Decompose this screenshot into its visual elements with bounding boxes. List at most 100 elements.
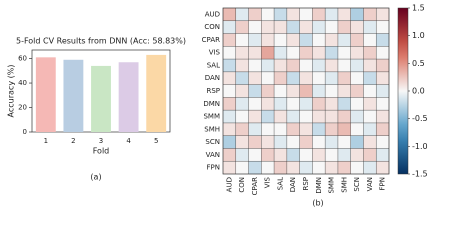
heatmap-cell (286, 59, 300, 73)
caption: (b) (312, 199, 323, 208)
heatmap-cell (223, 122, 236, 136)
heatmap-cell (376, 33, 390, 47)
heatmap-cell (261, 46, 275, 60)
y-axis-label: Accuracy (%) (7, 65, 16, 118)
heatmap-cell (248, 110, 262, 124)
heatmap-cell (299, 110, 313, 124)
heatmap-cell (299, 135, 313, 149)
x-tick-label: 1 (44, 137, 48, 145)
colorbar-tick-label: 1.0 (412, 31, 425, 40)
heatmap-cell (363, 46, 377, 60)
heatmap-cell (299, 71, 313, 85)
heatmap-cell (223, 97, 236, 111)
heatmap-cell (337, 122, 351, 136)
heatmap-cell (248, 46, 262, 60)
heatmap-cell (261, 135, 275, 149)
heatmap-cell (223, 59, 236, 73)
heatmap-cell (261, 8, 275, 21)
col-label: SMM (328, 177, 336, 194)
heatmap-cell (337, 71, 351, 85)
y-tick-label: 0 (23, 128, 27, 136)
heatmap-cell (376, 20, 390, 34)
heatmap-cell (325, 161, 339, 175)
heatmap-cell (312, 33, 326, 47)
row-label: SCN (205, 138, 220, 146)
row-label: DMN (203, 100, 220, 108)
heatmap-cell (274, 71, 288, 85)
heatmap-cell (299, 84, 313, 98)
heatmap-cell (376, 84, 390, 98)
col-label: CPAR (251, 177, 259, 195)
heatmap-frame (222, 7, 390, 175)
heatmap-cell (350, 122, 364, 136)
heatmap-cell (350, 8, 364, 21)
figure: 5-Fold CV Results from DNN (Acc: 58.83%)… (7, 4, 428, 208)
heatmap-cell (286, 71, 300, 85)
row-label: SAL (207, 61, 220, 69)
heatmap-cell (261, 122, 275, 136)
heatmap-cell (248, 84, 262, 98)
x-tick-label: 5 (154, 137, 158, 145)
heatmap-cell (261, 161, 275, 175)
chart-title: 5-Fold CV Results from DNN (Acc: 58.83%) (16, 37, 186, 46)
heatmap-cell (325, 71, 339, 85)
heatmap-cell (337, 20, 351, 34)
heatmap-cell (325, 84, 339, 98)
heatmap-cell (325, 20, 339, 34)
heatmap-cell (376, 46, 390, 60)
heatmap-cell (223, 46, 236, 60)
heatmap-cell (312, 97, 326, 111)
x-tick-label: 3 (99, 137, 103, 145)
heatmap-cell (235, 148, 249, 162)
bar (35, 57, 56, 132)
heatmap-cell (223, 71, 236, 85)
bar (91, 65, 111, 132)
y-tick-label: 60 (18, 55, 27, 63)
heatmap-cell (337, 46, 351, 60)
heatmap-cell (363, 135, 377, 149)
heatmap-cell (312, 122, 326, 136)
x-tick-label: 2 (71, 137, 75, 145)
heatmap-cell (312, 110, 326, 124)
bar (63, 59, 84, 132)
heatmap-cell (363, 148, 377, 162)
colorbar-tick-label: -0.5 (412, 114, 428, 123)
heatmap-cell (286, 97, 300, 111)
heatmap-cell (248, 20, 262, 34)
heatmap-cell (274, 97, 288, 111)
heatmap-cell (248, 8, 262, 21)
heatmap-cell (376, 110, 390, 124)
heatmap-cell (299, 59, 313, 73)
heatmap-cell (235, 46, 249, 60)
heatmap-cell (261, 84, 275, 98)
heatmap-cell (337, 135, 351, 149)
heatmap-cell (350, 20, 364, 34)
heatmap-cell (274, 122, 288, 136)
heatmap-cell (363, 8, 377, 21)
row-label: CPAR (202, 36, 220, 44)
heatmap-cell (337, 59, 351, 73)
heatmap-cell (248, 148, 262, 162)
heatmap-cell (286, 110, 300, 124)
heatmap-cell (235, 20, 249, 34)
heatmap-cell (248, 33, 262, 47)
col-label: RSP (302, 177, 310, 191)
heatmap-cell (261, 33, 275, 47)
heatmap-cell (261, 110, 275, 124)
heatmap-cell (337, 33, 351, 47)
heatmap-cell (223, 110, 236, 124)
row-label: FPN (207, 164, 220, 172)
heatmap-cell (286, 33, 300, 47)
heatmap-cell (376, 97, 390, 111)
heatmap-cell (261, 71, 275, 85)
heatmap-cell (350, 161, 364, 175)
heatmap-cell (350, 148, 364, 162)
heatmap-cell (235, 161, 249, 175)
row-label: VAN (206, 151, 220, 159)
heatmap-cell (248, 122, 262, 136)
heatmap-cell (274, 8, 288, 21)
heatmap-cell (350, 71, 364, 85)
heatmap-cell (235, 122, 249, 136)
heatmap-cell (223, 148, 236, 162)
heatmap-cell (223, 33, 236, 47)
